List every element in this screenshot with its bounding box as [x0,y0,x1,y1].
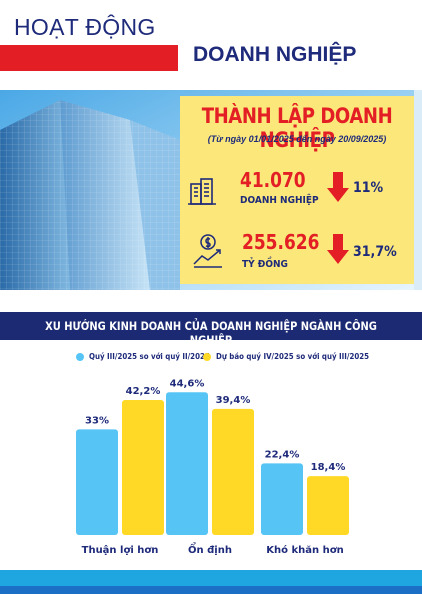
business-trend-chart: 33% 42,2% Thuận lợi hơn 44,6% 39,4% Ổn định 22… [76,378,349,556]
page-title-light: HOẠT ĐỘNG [14,14,156,40]
bar-value-label: 44,6% [170,378,205,389]
capital-unit: TỶ ĐỒNG [242,259,288,270]
category-label: Thuận lợi hơn [82,544,159,556]
bar-value-label: 33% [85,415,109,426]
section-title: XU HƯỚNG KINH DOANH CỦA DOANH NGHIỆP NGÀ… [45,319,377,347]
summary-panel: THÀNH LẬP DOANH NGHIỆP (Từ ngày 01/01/20… [180,96,414,284]
footer-line [0,586,422,594]
capital-amount: 255.626 [242,230,320,254]
money-growth-icon [193,234,222,268]
category-label: Ổn định [188,541,232,556]
capital-change: 31,7% [353,244,397,260]
bar-q4-0 [122,399,164,535]
legend-item-q4: Dự báo quý IV/2025 so với quý III/2025 [203,352,390,361]
page-title-bold: DOANH NGHIỆP [193,43,357,66]
enterprise-count: 41.070 [240,168,306,192]
enterprise-unit: DOANH NGHIỆP [240,195,319,206]
legend-swatch-blue [76,352,84,361]
enterprise-change: 11% [353,180,384,196]
bar-q4-2 [307,476,349,535]
bar-q4-1 [212,408,254,535]
bar-value-label: 18,4% [311,462,346,473]
legend-swatch-yellow [203,352,211,361]
legend-item-q3: Quý III/2025 so với quý II/2025 [76,352,226,361]
legend-label: Dự báo quý IV/2025 so với quý III/2025 [216,352,370,361]
bar-q3-1 [166,392,208,535]
category-label: Khó khăn hơn [266,544,343,556]
bar-q3-0 [76,429,118,535]
bar-q3-2 [261,463,303,535]
bar-value-label: 42,2% [126,386,161,397]
building-icon [188,178,216,205]
summary-title: THÀNH LẬP DOANH NGHIỆP [201,104,393,152]
title-accent-bar [0,45,178,71]
bar-value-label: 39,4% [216,395,251,406]
down-arrow-icon [327,172,349,202]
bar-value-label: 22,4% [265,449,300,460]
down-arrow-icon [327,234,349,264]
legend-label: Quý III/2025 so với quý II/2025 [89,352,210,361]
section-header: XU HƯỚNG KINH DOANH CỦA DOANH NGHIỆP NGÀ… [0,312,422,347]
summary-subtitle: (Từ ngày 01/01/2025 đến ngày 20/09/2025) [207,134,387,144]
